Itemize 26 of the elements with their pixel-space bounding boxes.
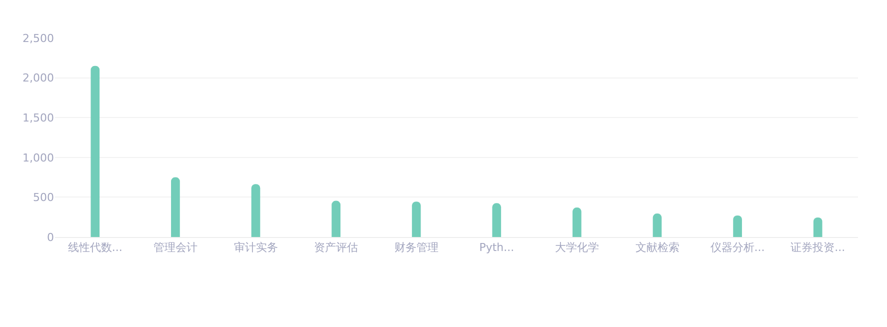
x-tick-label: 线性代数... bbox=[68, 241, 122, 254]
x-tick-label: Pyth... bbox=[479, 241, 514, 254]
x-tick-label: 资产评估 bbox=[314, 241, 358, 254]
x-tick-label: 管理会计 bbox=[153, 241, 198, 254]
x-tick-label: 审计实务 bbox=[234, 241, 278, 254]
y-tick-label: 1,500 bbox=[22, 111, 54, 124]
x-tick-label: 财务管理 bbox=[394, 241, 438, 254]
bar bbox=[813, 218, 822, 237]
bar bbox=[412, 202, 421, 237]
bar bbox=[492, 203, 502, 237]
bar bbox=[171, 177, 180, 237]
bar bbox=[572, 208, 582, 237]
bar bbox=[733, 216, 742, 237]
bar bbox=[90, 66, 100, 237]
x-tick-label: 证券投资... bbox=[790, 241, 846, 254]
x-tick-label: 文献检索 bbox=[635, 241, 680, 254]
y-tick-label: 1,000 bbox=[22, 151, 54, 164]
y-tick-label: 500 bbox=[33, 191, 54, 204]
x-tick-label: 大学化学 bbox=[554, 241, 599, 254]
bar bbox=[332, 200, 340, 237]
bar bbox=[652, 214, 662, 237]
bar bbox=[251, 184, 260, 237]
y-tick-label: 2,000 bbox=[22, 72, 54, 85]
y-tick-label: 0 bbox=[47, 230, 54, 244]
y-tick-label: 2,500 bbox=[22, 32, 54, 45]
x-tick-label: 仪器分析... bbox=[710, 241, 765, 254]
